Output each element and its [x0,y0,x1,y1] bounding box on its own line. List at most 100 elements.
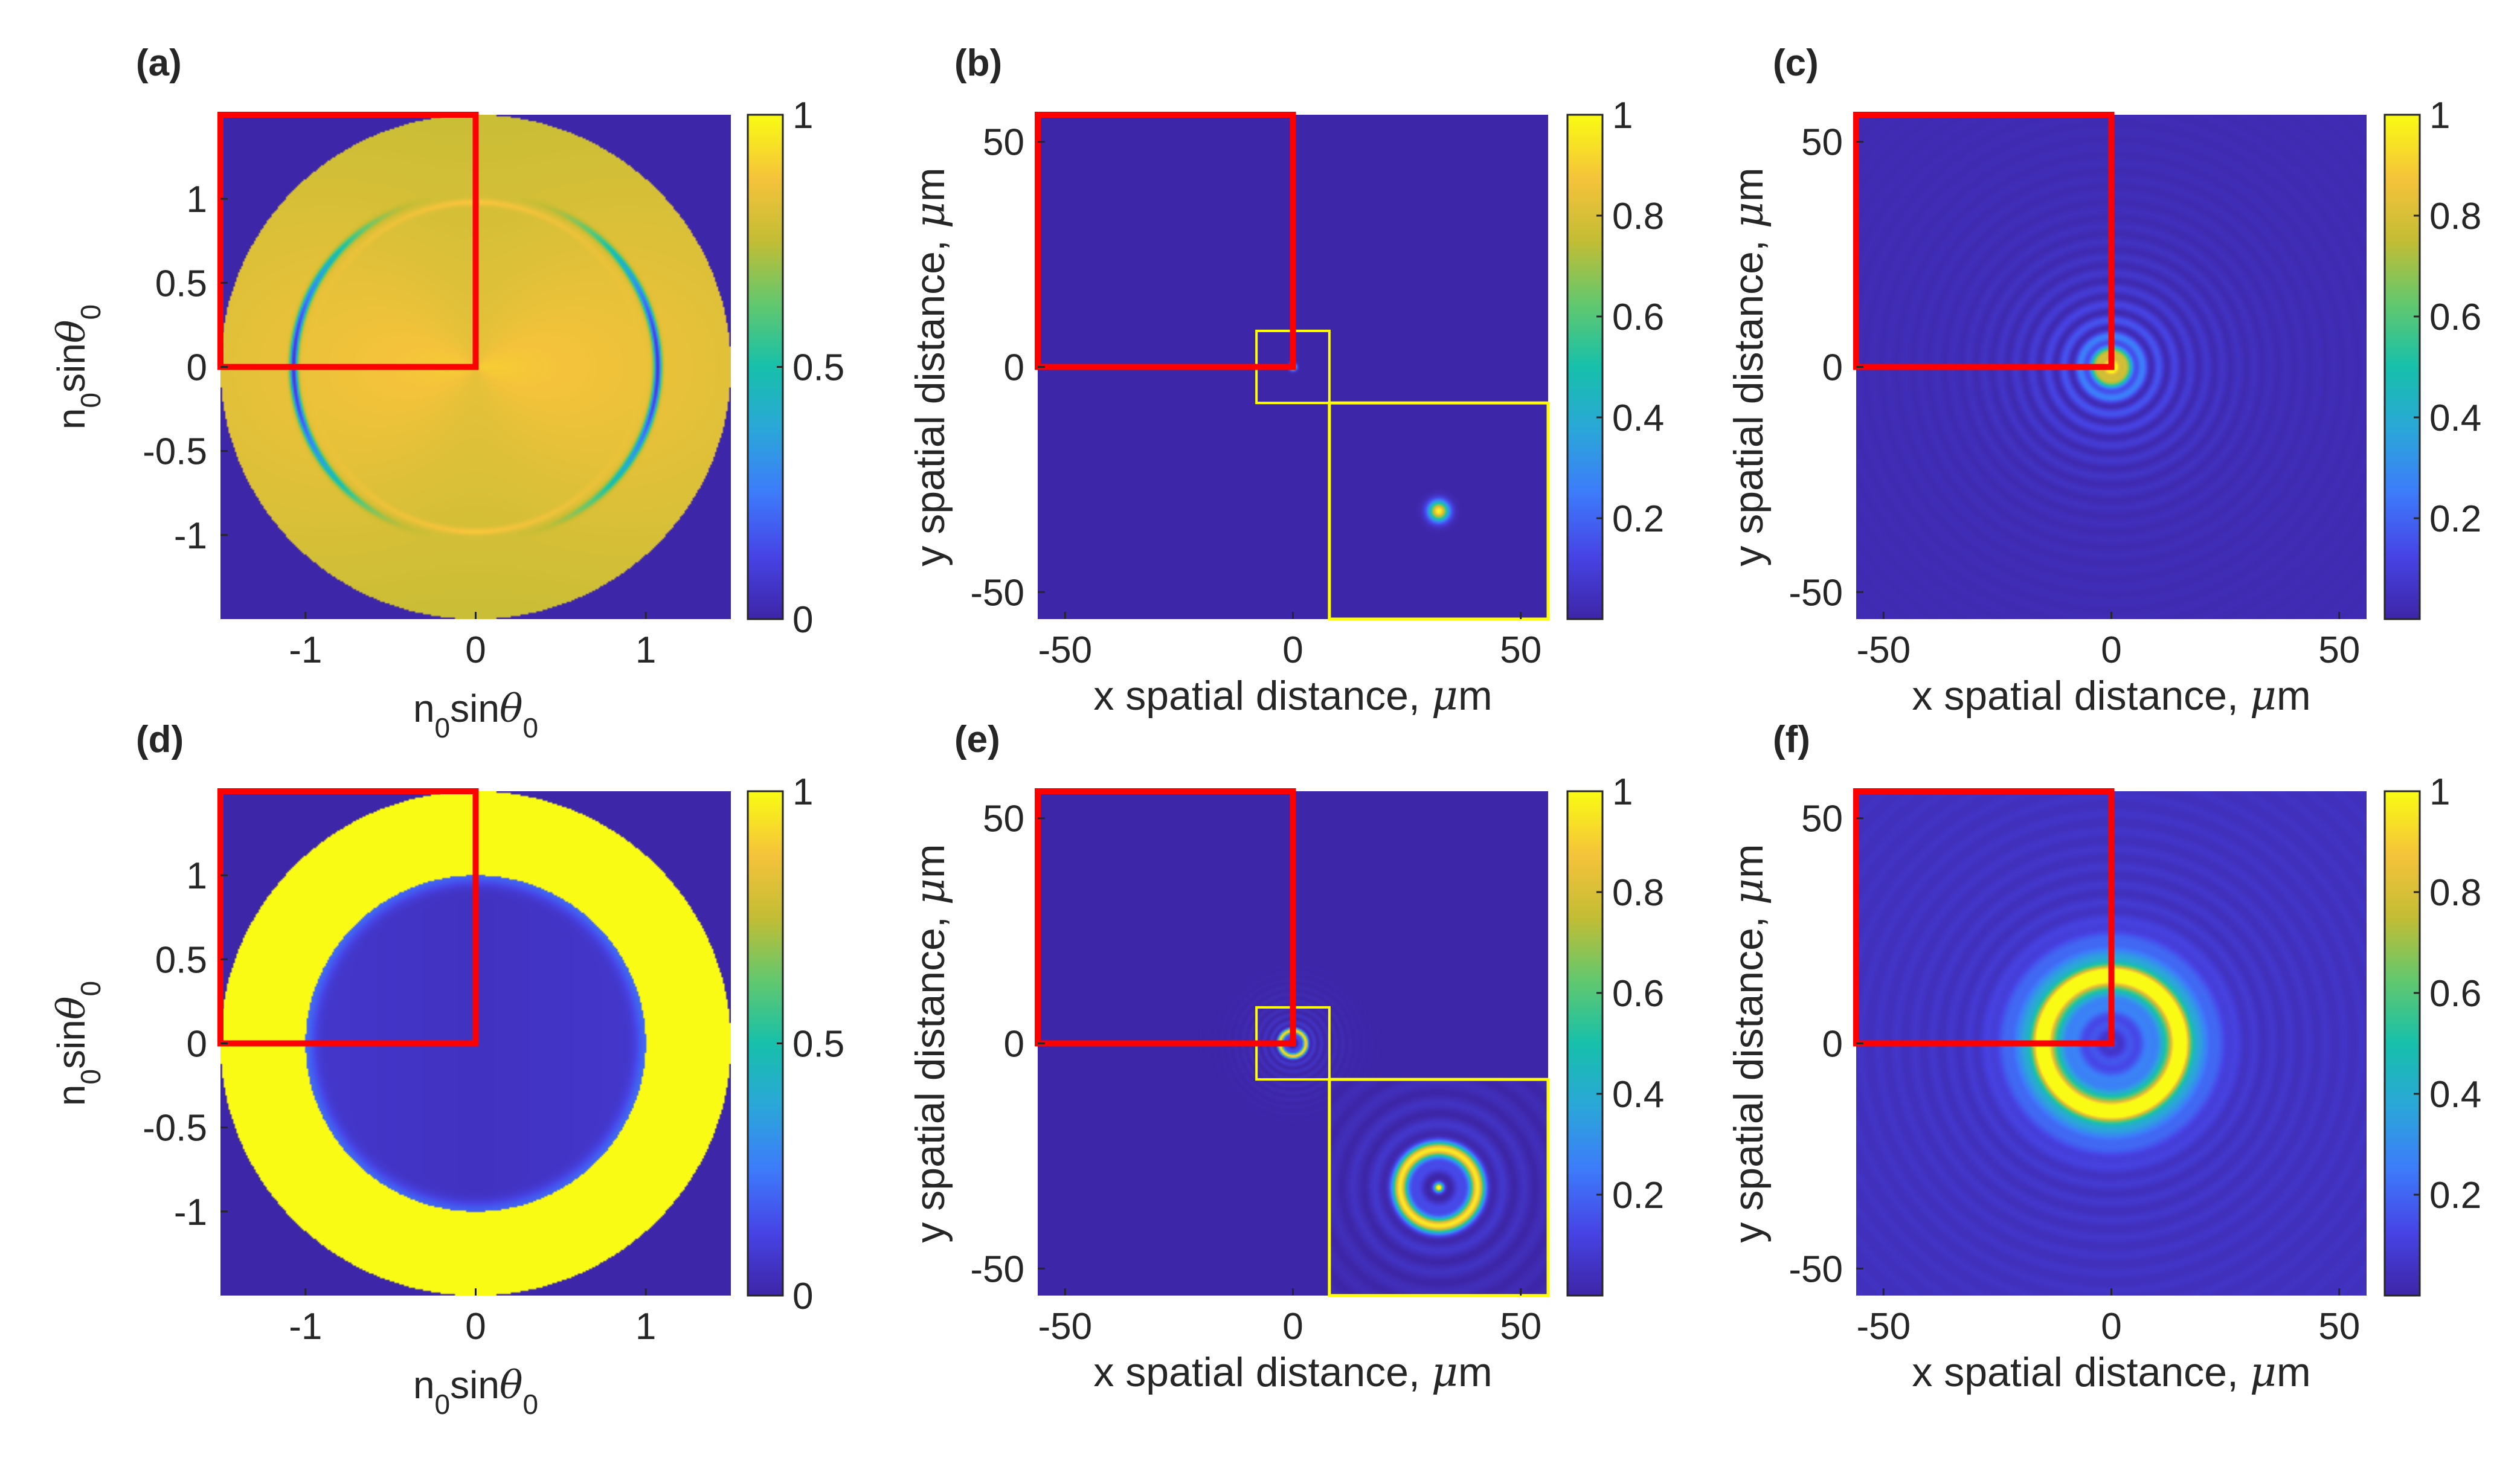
axis-text: x spatial distance, [1912,673,2249,719]
colorbar-tick-label: 0.2 [2429,498,2481,540]
colorbar-frame [2383,114,2421,620]
x-tick-label: -50 [1856,629,1911,671]
colorbar-tick-label: 1 [1612,771,1633,813]
red-quadrant-box [1853,788,2115,1047]
colorbar-tick-label: 0.4 [1612,397,1664,439]
x-tick-label: 50 [1500,629,1541,671]
theta-subscript: 0 [522,712,538,744]
y-tick-label: 0 [1004,1024,1024,1065]
colorbar-tick-label: 0 [792,599,813,641]
colorbar-frame [1566,790,1604,1297]
x-tick-label: -50 [1038,629,1092,671]
x-tick-label: -50 [1856,1306,1911,1347]
unit-text: m [1458,673,1493,719]
x-tick-label: 0 [2101,629,2121,671]
y-axis-label: y spatial distance, μm [907,167,954,566]
x-tick-label: -50 [1038,1306,1092,1347]
colorbar-tick-label: 0.5 [792,347,844,389]
colorbar-tick-label: 0 [792,1276,813,1317]
x-tick-label: 0 [1282,629,1303,671]
panel-label: (f) [1773,719,1810,760]
colorbar-tick-label: 0.4 [2429,397,2481,439]
y-tick-label: 50 [1801,122,1843,164]
y-tick-label: 0.5 [155,939,207,981]
y-tick-label: -0.5 [143,431,207,473]
y-tick-label: 0 [1004,347,1024,389]
mu-symbol: μ [2250,1349,2277,1396]
y-tick-label: 50 [983,798,1024,840]
y-tick-label: 50 [1801,798,1843,840]
y-tick-label: 0 [1822,1024,1843,1065]
colorbar [1567,791,1602,1296]
y-tick-label: -50 [970,1248,1024,1290]
colorbar-tick-label: 0.6 [2429,973,2481,1015]
red-quadrant-box [1035,788,1296,1047]
theta-subscript: 0 [522,1389,538,1420]
x-tick-label: 50 [1500,1306,1541,1347]
n-subscript: 0 [75,393,106,408]
y-tick-label: -50 [1789,1248,1843,1290]
colorbar-tick-label: 1 [1612,95,1633,137]
inset-image [1329,403,1548,619]
y-tick-label: 1 [187,179,207,220]
colorbar-tick-label: 1 [792,771,813,813]
colorbar-tick-label: 0.8 [2429,872,2481,914]
y-tick-label: -1 [174,515,207,557]
colorbar-tick-label: 0.4 [1612,1074,1664,1116]
y-tick-label: 0 [187,1024,207,1065]
red-quadrant-box [1035,112,1296,370]
y-tick-label: -50 [970,572,1024,614]
x-tick-label: 50 [2318,629,2360,671]
red-quadrant-box [217,788,479,1047]
axis-text: x spatial distance, [1912,1349,2249,1395]
unit-text: m [1726,844,1772,878]
panel-label: (a) [136,42,182,84]
x-axis-label: n0sinθ0 [413,1363,538,1420]
x-tick-label: 1 [635,1306,656,1347]
colorbar-tick-label: 0.2 [2429,1175,2481,1216]
y-axis-label: y spatial distance, μm [907,844,954,1242]
axis-text: x spatial distance, [1093,1349,1431,1395]
axis-text: y spatial distance, [1726,905,1772,1242]
x-tick-label: 0 [465,629,486,671]
mu-symbol: μ [907,202,954,228]
inset-box [1328,1078,1550,1297]
colorbar-tick-label: 0.5 [792,1024,844,1065]
panel-label: (d) [136,719,184,760]
red-quadrant-box [1853,112,2115,370]
unit-text: m [2277,673,2311,719]
axis-text: y spatial distance, [907,228,953,566]
x-tick-label: 0 [2101,1306,2121,1347]
y-axis-label: n0sinθ0 [50,304,106,429]
unit-text: m [2277,1349,2311,1395]
colorbar-tick-label: 0.8 [1612,196,1664,237]
n-subscript: 0 [75,1069,106,1085]
n-symbol: n [50,1084,93,1106]
colorbar-tick-label: 0.2 [1612,1175,1664,1216]
unit-text: m [907,844,953,878]
unit-text: m [1726,167,1772,202]
x-tick-label: 0 [465,1306,486,1347]
y-tick-label: 50 [983,122,1024,164]
panel-label: (b) [954,42,1002,84]
inset-box [1328,401,1550,621]
x-axis-label: x spatial distance, μm [1093,672,1492,720]
sin-text: sin [450,1363,500,1407]
y-axis-label: n0sinθ0 [50,981,106,1106]
x-axis-label: x spatial distance, μm [1093,1349,1492,1396]
colorbar-tick-label: 1 [792,95,813,137]
colorbar-tick-label: 0.8 [2429,196,2481,237]
red-quadrant-box [217,112,479,370]
y-tick-label: 0 [187,347,207,389]
y-tick-label: 0.5 [155,263,207,304]
x-axis-label: x spatial distance, μm [1912,672,2310,720]
unit-text: m [1458,1349,1493,1395]
colorbar-frame [2383,790,2421,1297]
y-axis-label: y spatial distance, μm [1725,844,1773,1242]
colorbar-tick-label: 1 [2429,95,2450,137]
theta-subscript: 0 [75,981,106,997]
